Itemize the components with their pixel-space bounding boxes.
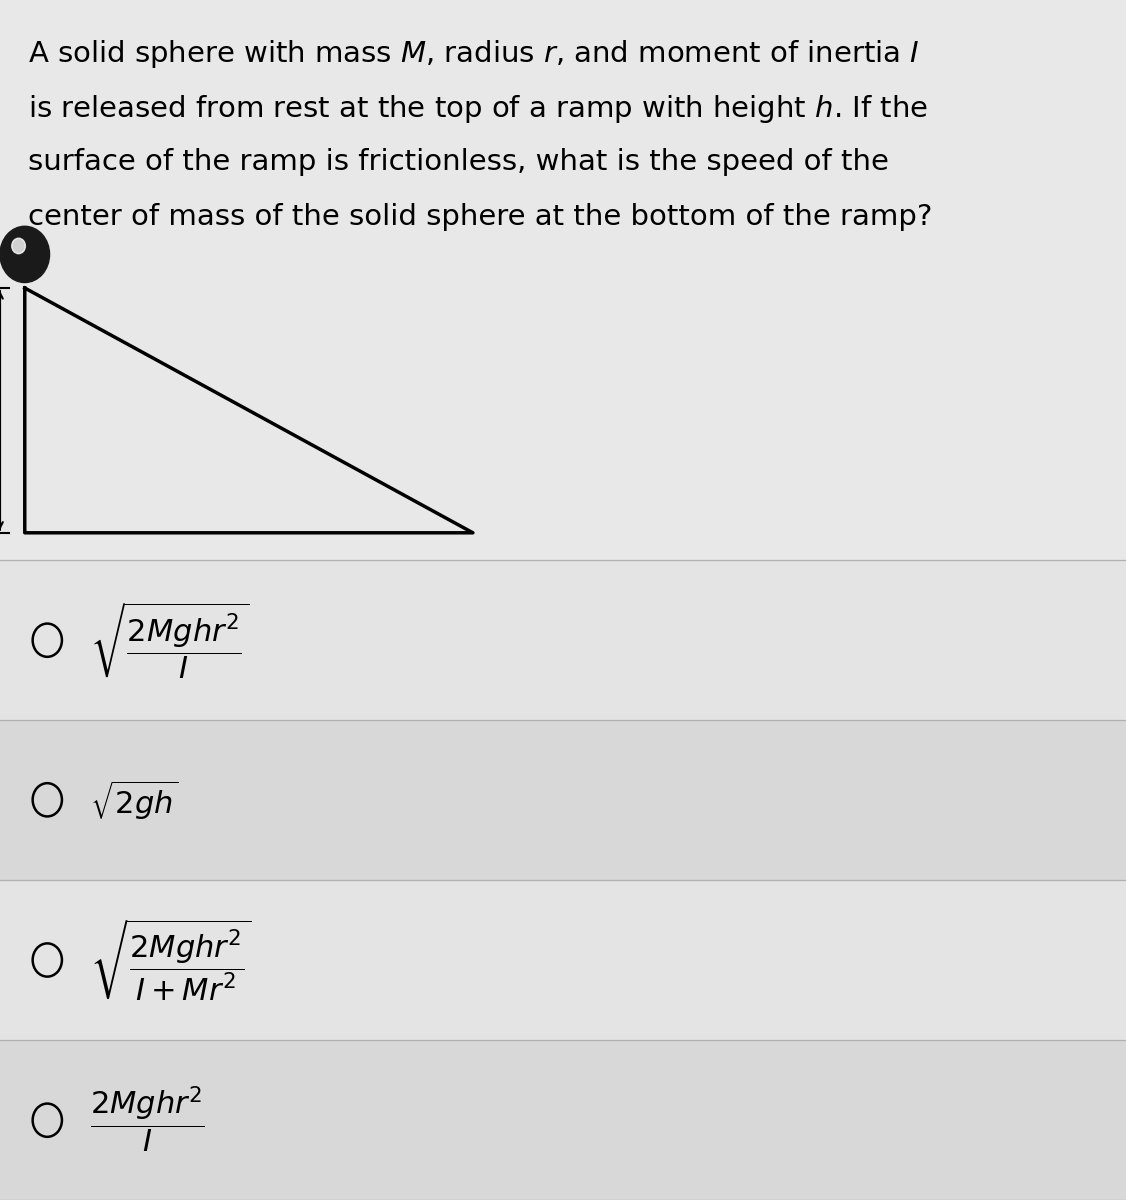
Bar: [0, 880, 1126, 1040]
Text: $\sqrt{\dfrac{2Mghr^2}{I + Mr^2}}$: $\sqrt{\dfrac{2Mghr^2}{I + Mr^2}}$: [90, 917, 252, 1003]
Text: A solid sphere with mass $M$, radius $r$, and moment of inertia $I$: A solid sphere with mass $M$, radius $r$…: [28, 38, 920, 70]
Ellipse shape: [0, 227, 50, 282]
Text: $\sqrt{\dfrac{2Mghr^2}{I}}$: $\sqrt{\dfrac{2Mghr^2}{I}}$: [90, 600, 250, 680]
Text: is released from rest at the top of a ramp with height $h$. If the: is released from rest at the top of a ra…: [28, 92, 928, 125]
Bar: [0, 720, 1126, 880]
Ellipse shape: [11, 239, 26, 253]
Text: $\sqrt{2gh}$: $\sqrt{2gh}$: [90, 778, 179, 822]
Text: surface of the ramp is frictionless, what is the speed of the: surface of the ramp is frictionless, wha…: [28, 148, 890, 176]
Text: $\dfrac{2Mghr^2}{I}$: $\dfrac{2Mghr^2}{I}$: [90, 1085, 205, 1156]
Bar: [0, 560, 1126, 720]
Bar: [0, 0, 1126, 560]
Bar: [0, 1040, 1126, 1200]
Text: center of mass of the solid sphere at the bottom of the ramp?: center of mass of the solid sphere at th…: [28, 203, 932, 230]
